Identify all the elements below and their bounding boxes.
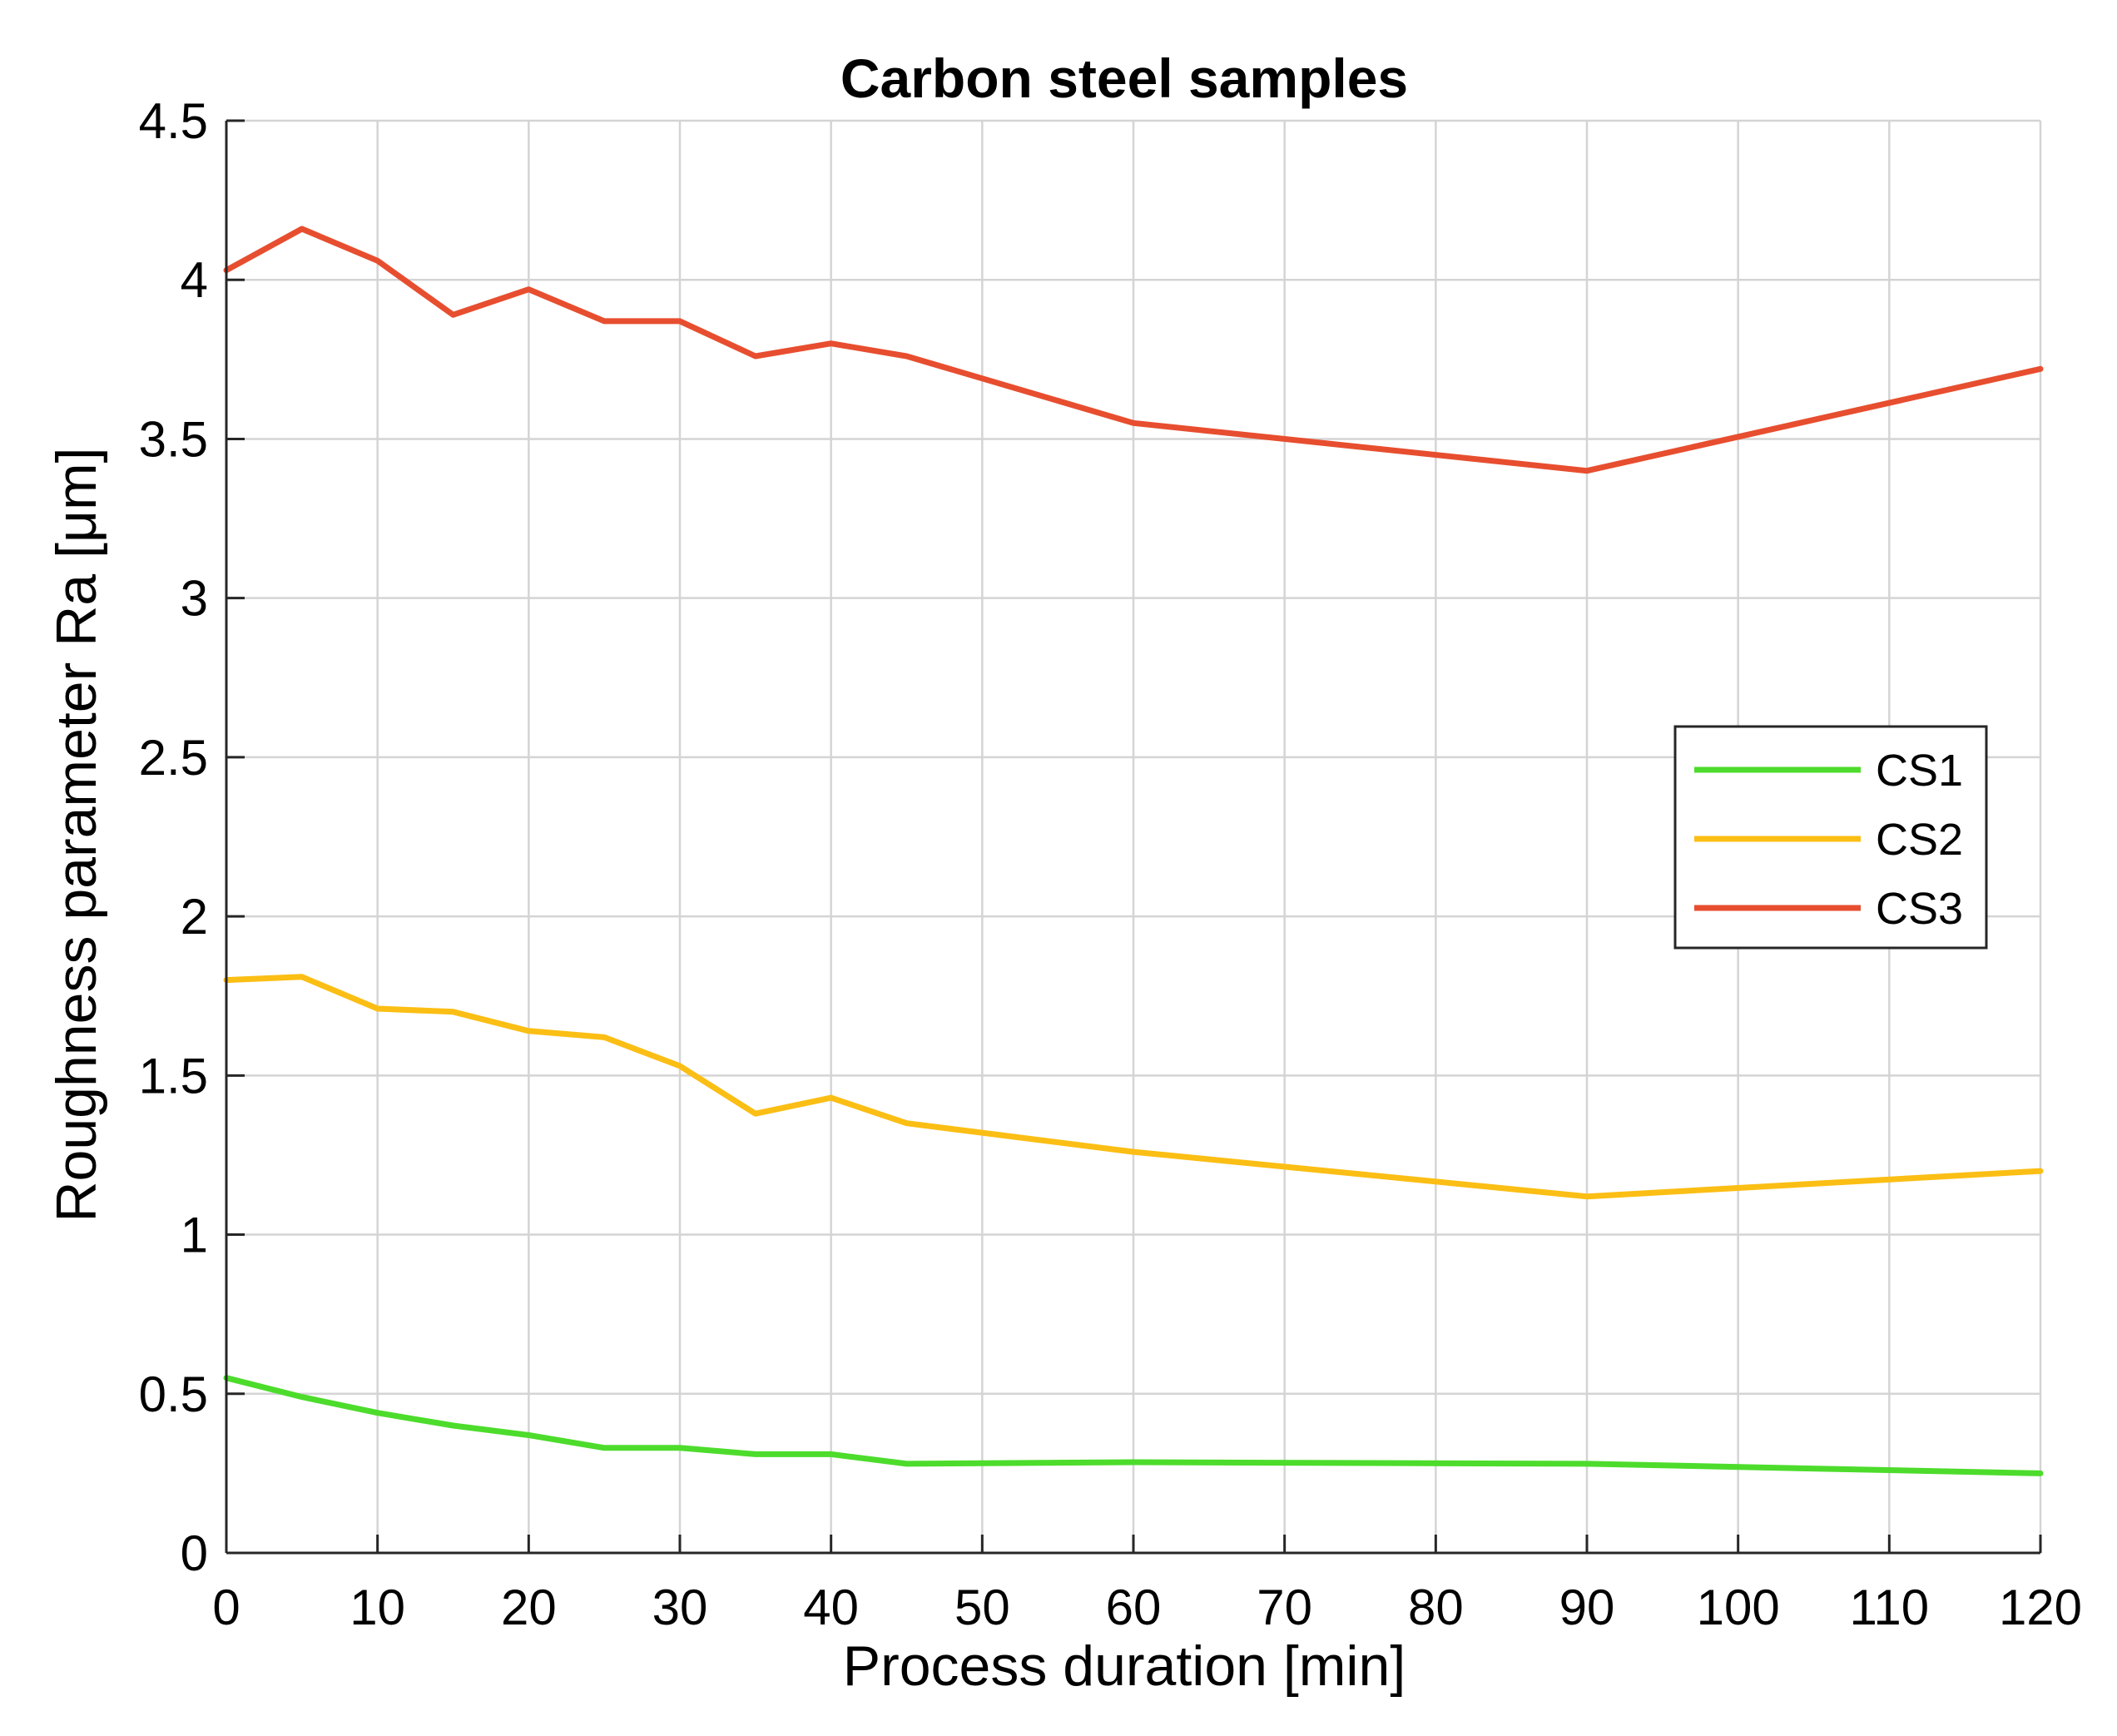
x-axis-title: Process duration [min] — [843, 1634, 1406, 1698]
x-tick-label-0: 0 — [212, 1580, 240, 1635]
y-tick-label-2: 1 — [181, 1208, 208, 1263]
y-tick-label-4: 2 — [181, 889, 208, 945]
series-line-cs2 — [223, 974, 2044, 1200]
series-lines — [223, 226, 2044, 1476]
legend-label-cs3: CS3 — [1876, 884, 1963, 934]
chart-title: Carbon steel samples — [840, 47, 1408, 109]
y-tick-label-0: 0 — [181, 1525, 208, 1581]
y-tick-label-7: 3.5 — [139, 411, 208, 467]
y-axis-title: Roughness parameter Ra [μm] — [45, 447, 108, 1222]
x-tick-label-3: 30 — [652, 1580, 708, 1635]
y-tick-label-9: 4.5 — [139, 93, 208, 149]
axes — [225, 119, 2042, 1555]
x-tick-label-12: 120 — [1999, 1580, 2082, 1635]
y-tick-label-3: 1.5 — [139, 1048, 208, 1104]
y-tick-label-1: 0.5 — [139, 1366, 208, 1422]
x-tick-label-8: 80 — [1408, 1580, 1464, 1635]
x-tick-label-1: 10 — [350, 1580, 405, 1635]
legend: CS1 CS2 CS3 — [1673, 725, 1988, 950]
legend-label-cs2: CS2 — [1876, 815, 1963, 865]
x-tick-label-9: 90 — [1559, 1580, 1615, 1635]
x-tick-label-11: 110 — [1850, 1580, 1930, 1635]
series-line-cs3 — [223, 226, 2044, 474]
x-tick-label-4: 40 — [803, 1580, 859, 1635]
x-tick-label-7: 70 — [1257, 1580, 1312, 1635]
x-tick-label-5: 50 — [954, 1580, 1010, 1635]
x-tick-label-10: 100 — [1697, 1580, 1780, 1635]
y-tick-label-6: 3 — [181, 571, 208, 627]
y-tick-label-5: 2.5 — [139, 730, 208, 786]
x-tick-label-2: 20 — [501, 1580, 557, 1635]
tick-labels: 0 10 20 30 40 50 60 70 80 90 100 110 120 0 0.5 1 1.5 2 2.5… — [139, 93, 2082, 1635]
x-tick-label-6: 60 — [1106, 1580, 1162, 1635]
y-tick-label-8: 4 — [181, 252, 208, 308]
legend-label-cs1: CS1 — [1876, 746, 1963, 796]
series-line-cs1 — [223, 1375, 2044, 1476]
